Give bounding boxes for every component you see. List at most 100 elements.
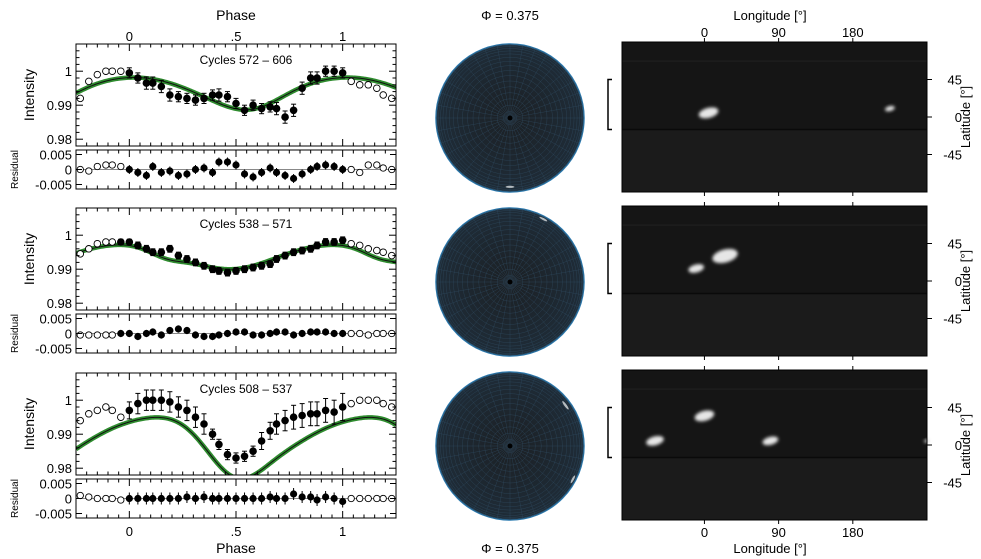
open-data-point <box>364 81 373 89</box>
residual-tick-label: 0.005 <box>39 312 72 327</box>
longitude-line <box>496 445 511 519</box>
residual-point <box>272 168 281 177</box>
sphere-spot <box>505 185 515 188</box>
residual-point <box>313 496 321 504</box>
data-point <box>174 251 183 260</box>
data-point <box>321 238 330 246</box>
longitude-line <box>509 445 558 503</box>
open-data-point <box>102 403 110 411</box>
residual-tick-label: 0 <box>65 327 72 342</box>
lon-tick-label-top: 90 <box>771 25 785 40</box>
residual-point <box>272 494 281 503</box>
residual-point <box>298 329 306 338</box>
star-sphere <box>435 207 585 357</box>
panel-title: Cycles 508 – 537 <box>200 382 293 396</box>
residual-point <box>307 165 315 174</box>
longitude-line <box>509 117 580 144</box>
longitude-line <box>437 268 511 283</box>
data-point <box>223 450 232 459</box>
open-data-point <box>85 77 93 86</box>
phase-tick-label-bottom: 1 <box>339 524 346 539</box>
longitude-line <box>509 381 548 447</box>
longitude-line <box>484 117 511 188</box>
longitude-line <box>509 408 575 447</box>
open-data-point <box>102 238 110 246</box>
visibility-bracket <box>607 406 612 459</box>
data-point <box>266 427 274 435</box>
residual-point <box>157 168 165 177</box>
open-residual-point <box>356 168 364 177</box>
longitude-line <box>509 225 558 283</box>
data-point <box>191 413 200 422</box>
open-data-point <box>93 70 102 79</box>
residual-point <box>149 494 157 503</box>
longitude-line <box>509 117 583 132</box>
phase-axis-label-top: Phase <box>216 7 256 23</box>
residual-point <box>142 329 150 338</box>
longitude-line <box>472 117 511 183</box>
lat-tick-label: 45 <box>948 73 962 88</box>
data-point <box>125 238 134 246</box>
data-point <box>330 67 338 75</box>
residual-tick-label: -0.005 <box>35 178 72 193</box>
open-residual-point <box>102 331 110 339</box>
pole-marker <box>507 279 513 285</box>
open-data-point <box>364 396 373 404</box>
residual-point <box>240 170 249 178</box>
longitude-line <box>445 244 511 283</box>
sphere-spot <box>539 216 548 222</box>
lon-tick-label-top: 180 <box>842 25 864 40</box>
longitude-line <box>509 281 558 339</box>
residual-tick-label: -0.005 <box>35 342 72 357</box>
map-spot <box>698 107 719 119</box>
residual-point <box>290 331 298 339</box>
data-point <box>174 403 183 411</box>
longitude-line <box>440 281 511 308</box>
map-lower-band <box>622 129 927 192</box>
data-point <box>191 96 200 104</box>
data-point <box>249 447 257 456</box>
data-point <box>191 258 200 267</box>
longitude-line <box>509 281 583 296</box>
data-point <box>281 251 289 260</box>
open-residual-point <box>85 167 93 175</box>
residual-point <box>200 493 208 501</box>
longitude-line <box>453 398 511 447</box>
open-data-point <box>102 67 110 75</box>
data-point <box>281 416 289 425</box>
residual-point <box>166 167 174 175</box>
model-curve-center <box>76 416 396 475</box>
residual-point <box>330 494 338 503</box>
open-residual-point <box>379 494 387 503</box>
lat-tick-label: -45 <box>943 476 962 491</box>
open-residual-point <box>356 494 364 503</box>
data-point <box>134 241 142 250</box>
open-data-point <box>85 245 93 253</box>
residual-point <box>258 494 266 503</box>
y-axis-label: Intensity <box>21 69 37 121</box>
longitude-line <box>509 432 583 447</box>
residual-point <box>191 331 200 339</box>
longitude-line <box>484 445 511 516</box>
lon-tick-label-top: 0 <box>701 25 708 40</box>
longitude-line <box>472 281 511 347</box>
y-tick-label: 1 <box>65 64 72 79</box>
residual-point <box>215 158 223 166</box>
longitude-line <box>462 281 511 339</box>
longitude-line <box>445 445 511 484</box>
panel-row-2: 0.98 0.99 1 Intensity Cycles 538 – 571 -0.005… <box>10 202 973 360</box>
open-residual-point <box>85 493 93 501</box>
lat-tick-label: 0 <box>955 274 962 289</box>
data-point <box>142 79 151 87</box>
longitude-line <box>437 432 511 447</box>
longitude-line <box>509 117 524 191</box>
longitude-line <box>509 209 524 283</box>
open-residual-point <box>76 331 84 339</box>
longitude-line <box>509 217 548 283</box>
longitude-line <box>509 212 536 283</box>
latitude-axis-label: Latitude [°] <box>958 250 973 312</box>
longitude-line <box>509 234 567 283</box>
open-residual-point <box>85 331 93 339</box>
data-point <box>149 248 157 256</box>
open-data-point <box>355 396 364 404</box>
